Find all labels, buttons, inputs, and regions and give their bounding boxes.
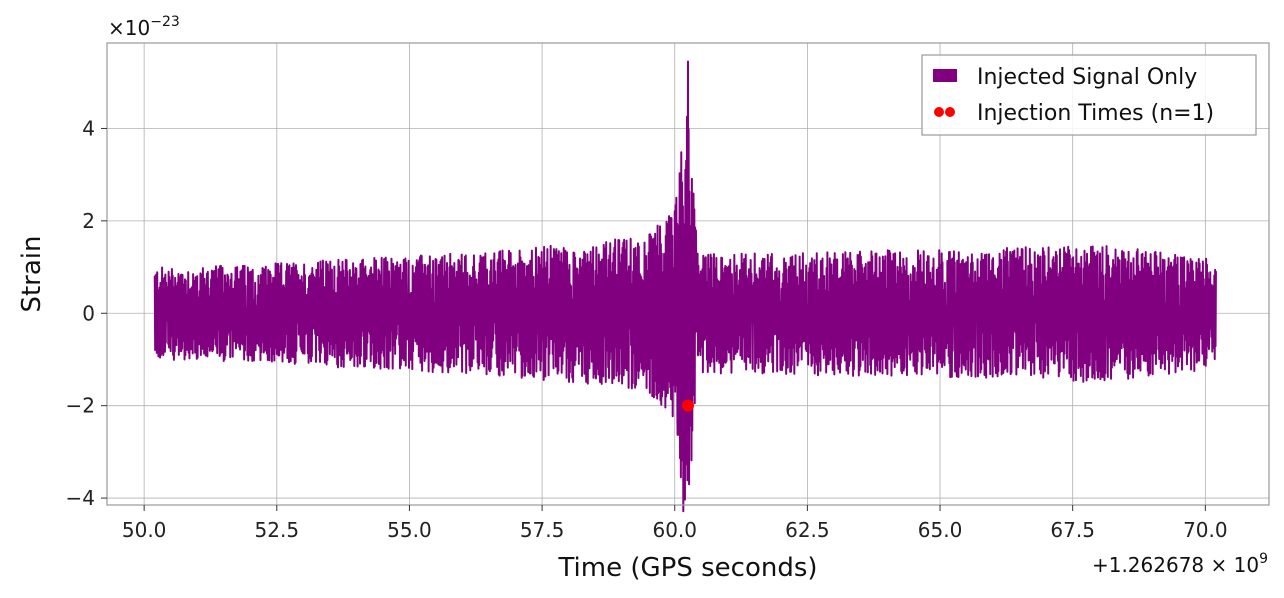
legend-signal-swatch: [933, 69, 957, 82]
injection-markers: [682, 399, 694, 412]
x-tick-label: 52.5: [255, 518, 300, 542]
signal-trace: [153, 60, 1217, 513]
x-axis-title: Time (GPS seconds): [557, 553, 817, 583]
x-tick-label: 55.0: [387, 518, 432, 542]
y-tick-label: −2: [66, 394, 95, 418]
x-tick-label: 50.0: [122, 518, 167, 542]
x-tick-label: 67.5: [1050, 518, 1095, 542]
x-tick-label: 57.5: [520, 518, 565, 542]
legend: Injected Signal Only Injection Times (n=…: [921, 54, 1257, 136]
y-tick-label: −4: [66, 486, 95, 510]
x-tick-label: 62.5: [785, 518, 830, 542]
signal-series: [153, 60, 1217, 513]
legend-box: [921, 54, 1257, 136]
y-tick-label: 4: [82, 116, 95, 140]
x-axis-ticks: 50.0 52.5 55.0 57.5 60.0 62.5 65.0 67.5 70.0: [122, 505, 1228, 542]
injection-point: [682, 399, 694, 412]
y-scale-label: ×10−23: [108, 14, 180, 40]
plot-frame: [106, 42, 1270, 506]
x-tick-label: 70.0: [1183, 518, 1228, 542]
y-axis-ticks: −4 −2 0 2 4: [66, 116, 107, 510]
legend-signal-label: Injected Signal Only: [977, 65, 1197, 90]
y-axis-title: Strain: [17, 235, 47, 312]
legend-injection-label: Injection Times (n=1): [977, 101, 1214, 126]
y-tick-label: 2: [82, 209, 95, 233]
x-tick-label: 65.0: [918, 518, 963, 542]
x-tick-label: 60.0: [652, 518, 697, 542]
x-offset-label: +1.262678 × 109: [1092, 551, 1268, 577]
y-tick-label: 0: [82, 301, 95, 325]
legend-injection-marker-b: [945, 107, 955, 117]
legend-injection-marker-a: [934, 107, 944, 117]
